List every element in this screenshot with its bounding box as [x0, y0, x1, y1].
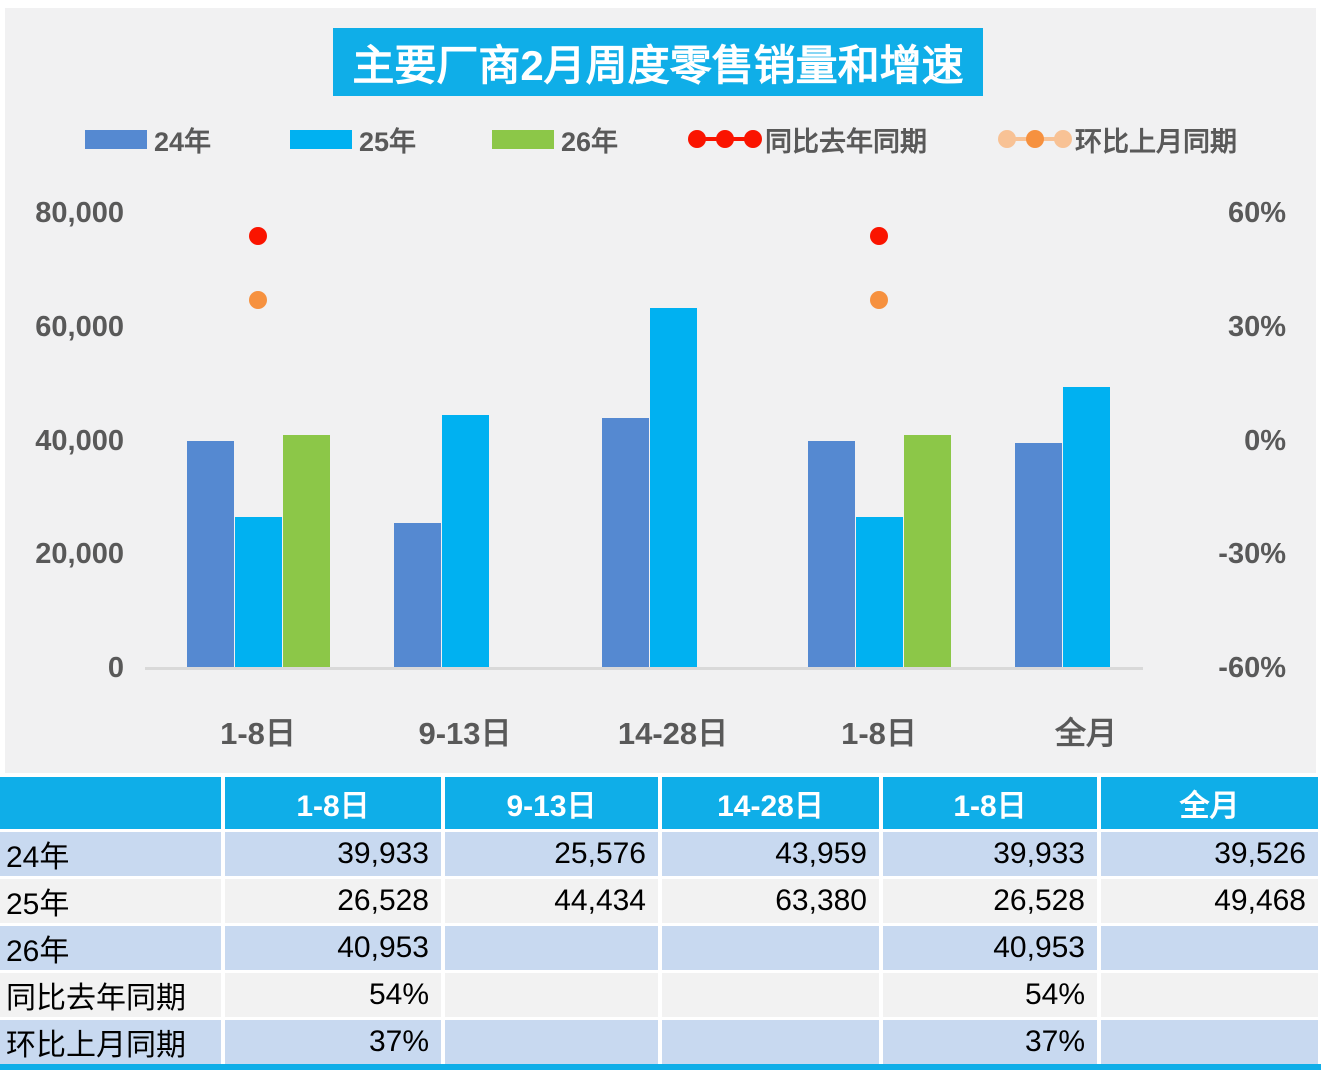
- legend-swatch-icon: [492, 129, 554, 149]
- left-axis-tick: 20,000: [35, 538, 124, 571]
- legend-dot: [998, 130, 1016, 148]
- table-cell: 40,953: [225, 926, 441, 970]
- dot-环比上月同期-1-8日: [249, 291, 267, 310]
- legend-item-26年: 26年: [492, 116, 618, 162]
- table-cell: [662, 926, 879, 970]
- legend-dot: [716, 130, 734, 148]
- left-axis-tick: 40,000: [35, 424, 124, 457]
- table-header-1-8日: 1-8日: [225, 777, 441, 829]
- table-cell: 37%: [883, 1020, 1097, 1064]
- right-axis-tick: 0%: [1244, 424, 1286, 457]
- x-axis-label-9-13日: 9-13日: [418, 716, 512, 751]
- legend-item-24年: 24年: [85, 116, 211, 162]
- table-cell: 44,434: [445, 879, 658, 923]
- bar-24年-1-8日: [807, 440, 855, 668]
- legend-dot: [688, 130, 706, 148]
- bar-24年-14-28日: [601, 417, 649, 668]
- x-axis-label-1-8日: 1-8日: [841, 716, 917, 751]
- bar-24年-9-13日: [393, 522, 441, 668]
- legend-dotline-icon: [688, 130, 762, 148]
- legend-dot: [1026, 130, 1044, 148]
- right-axis-tick: 30%: [1227, 310, 1286, 343]
- table-bottom-border: [0, 1064, 1321, 1070]
- legend-dotline-icon: [998, 130, 1072, 148]
- table-cell: 54%: [883, 973, 1097, 1017]
- dot-环比上月同期-1-8日: [870, 291, 888, 310]
- table-cell: 26,528: [225, 879, 441, 923]
- table-row-label-25年: 25年: [0, 879, 221, 923]
- table-cell: [445, 973, 658, 1017]
- table-cell: [662, 973, 879, 1017]
- bar-24年-全月: [1014, 443, 1062, 668]
- table-row-label-26年: 26年: [0, 926, 221, 970]
- bar-24年-1-8日: [186, 440, 234, 668]
- table-cell: 37%: [225, 1020, 441, 1064]
- left-axis-tick: 0: [107, 652, 124, 684]
- legend-label: 24年: [154, 126, 212, 157]
- legend-label: 同比去年同期: [765, 126, 927, 157]
- left-axis-tick: 60,000: [35, 310, 124, 343]
- legend-swatch-icon: [290, 129, 352, 149]
- table-cell: [445, 1020, 658, 1064]
- legend-swatch-icon: [85, 129, 147, 149]
- table-cell: 54%: [225, 973, 441, 1017]
- table-header-1-8日: 1-8日: [883, 777, 1097, 829]
- bar-25年-全月: [1062, 386, 1110, 668]
- bar-25年-9-13日: [441, 415, 489, 668]
- x-axis-label-1-8日: 1-8日: [220, 716, 296, 751]
- legend-item-25年: 25年: [290, 116, 416, 162]
- chart-title: 主要厂商2月周度零售销量和增速: [352, 41, 964, 89]
- table-cell: 39,526: [1101, 832, 1318, 876]
- table-cell: 26,528: [883, 879, 1097, 923]
- x-axis-line: [145, 667, 1143, 670]
- legend-label: 26年: [561, 126, 619, 157]
- table-cell: 43,959: [662, 832, 879, 876]
- table-header-14-28日: 14-28日: [662, 777, 879, 829]
- bar-25年-14-28日: [649, 307, 697, 668]
- table-header-blank: [0, 777, 221, 829]
- table-cell: 40,953: [883, 926, 1097, 970]
- table-row-label-环比上月同期: 环比上月同期: [0, 1020, 221, 1064]
- table-cell: [445, 926, 658, 970]
- dot-同比去年同期-1-8日: [870, 226, 888, 245]
- bar-25年-1-8日: [234, 517, 282, 668]
- chart-title-box: 主要厂商2月周度零售销量和增速: [333, 28, 983, 96]
- table-cell: [1101, 973, 1318, 1017]
- table-header-9-13日: 9-13日: [445, 777, 658, 829]
- right-axis-tick: -30%: [1218, 538, 1286, 571]
- right-axis-tick: 60%: [1227, 197, 1286, 229]
- table-header-全月: 全月: [1101, 777, 1318, 829]
- x-axis-label-14-28日: 14-28日: [617, 716, 729, 751]
- table-cell: [1101, 1020, 1318, 1064]
- dot-同比去年同期-1-8日: [249, 226, 267, 245]
- table-cell: 39,933: [225, 832, 441, 876]
- table-cell: 39,933: [883, 832, 1097, 876]
- bar-25年-1-8日: [855, 517, 903, 668]
- legend-item-环比上月同期: 环比上月同期: [998, 116, 1237, 162]
- legend-dot: [744, 130, 762, 148]
- bar-26年-1-8日: [903, 435, 951, 668]
- right-axis-tick: -60%: [1218, 652, 1286, 684]
- table-cell: [1101, 926, 1318, 970]
- legend-item-同比去年同期: 同比去年同期: [688, 116, 927, 162]
- table-cell: 49,468: [1101, 879, 1318, 923]
- legend-dot: [1054, 130, 1072, 148]
- x-axis-label-全月: 全月: [1055, 716, 1117, 751]
- bar-26年-1-8日: [282, 435, 330, 668]
- table-row-label-同比去年同期: 同比去年同期: [0, 973, 221, 1017]
- legend-label: 环比上月同期: [1075, 126, 1237, 157]
- table-cell: [662, 1020, 879, 1064]
- legend-label: 25年: [359, 126, 417, 157]
- left-axis-tick: 80,000: [35, 197, 124, 229]
- table-row-label-24年: 24年: [0, 832, 221, 876]
- table-cell: 25,576: [445, 832, 658, 876]
- table-cell: 63,380: [662, 879, 879, 923]
